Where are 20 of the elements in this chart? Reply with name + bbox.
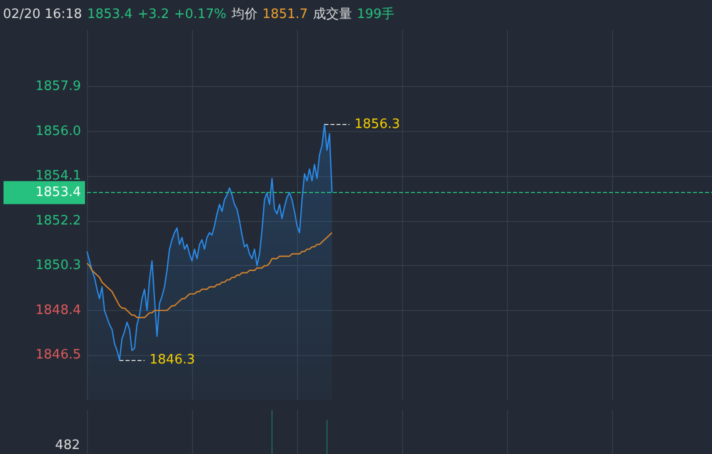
text: 1853.4 [87,7,133,22]
text: 482 [55,438,80,453]
y-tick-label: 1850.3 [36,258,81,274]
ref-line-label: 1853.4 [36,185,81,200]
y-tick-label: 1852.2 [36,213,81,228]
text: 1851.7 [262,7,308,22]
line-series [86,232,333,318]
y-tick-label: 1848.4 [36,302,81,318]
y-tick-label: 1846.5 [36,348,81,363]
y-tick-label: 1857.9 [36,79,81,94]
chart-title: 02/20 16:18 [3,7,82,22]
text: +3.2 [138,7,170,22]
text: 均价 [231,7,258,22]
text: 199手 [356,7,395,22]
y-tick-label: 1856.0 [36,124,81,139]
annotation: 1856.3 [354,116,400,132]
y-tick-label: 1854.1 [36,168,81,184]
annotation: 1846.3 [150,352,195,368]
text: +0.17% [174,7,226,22]
text: 成交量 [312,7,352,22]
